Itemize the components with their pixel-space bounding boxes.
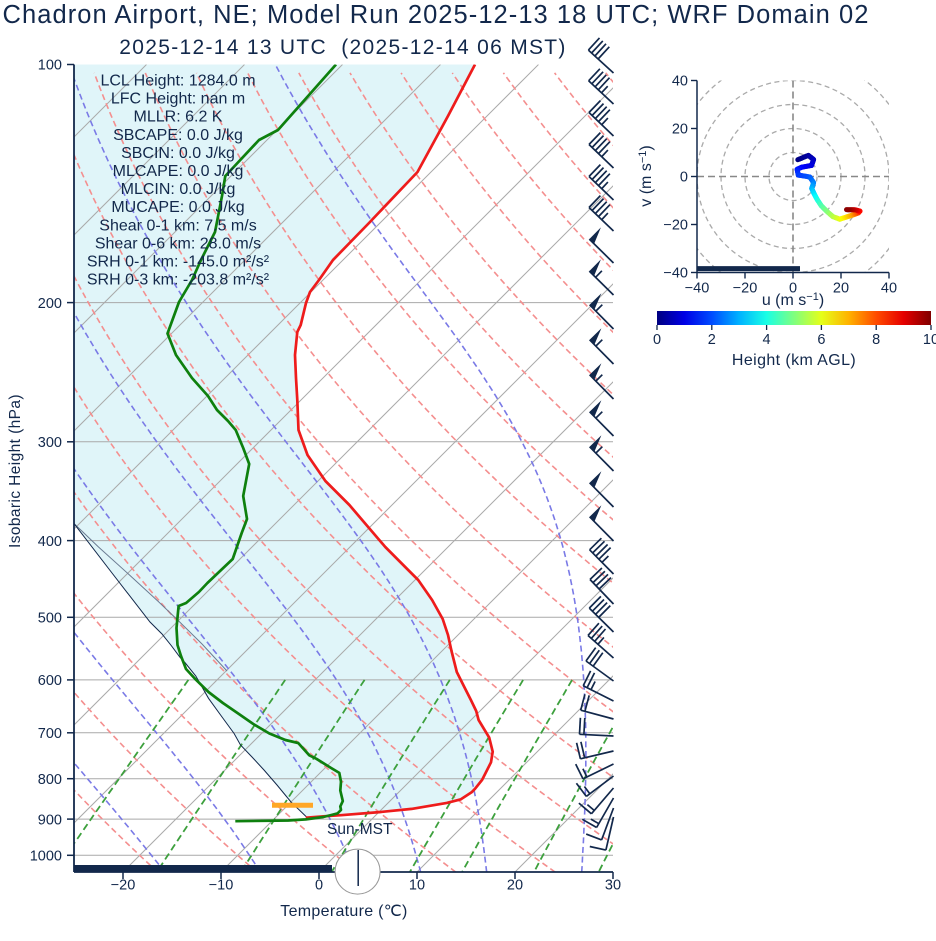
svg-text:8: 8 bbox=[872, 332, 880, 348]
svg-text:LCL Height: 1284.0 m: LCL Height: 1284.0 m bbox=[100, 73, 255, 90]
svg-text:0: 0 bbox=[653, 332, 661, 348]
svg-text:300: 300 bbox=[38, 435, 62, 451]
svg-text:SBCIN: 0.0 J/kg: SBCIN: 0.0 J/kg bbox=[121, 145, 235, 162]
svg-text:Isobaric Height (hPa): Isobaric Height (hPa) bbox=[7, 394, 24, 548]
svg-text:−20: −20 bbox=[111, 877, 136, 893]
svg-text:−10: −10 bbox=[209, 877, 234, 893]
svg-text:20: 20 bbox=[833, 281, 849, 297]
svg-text:MLLR: 6.2 K: MLLR: 6.2 K bbox=[134, 109, 223, 126]
svg-text:−40: −40 bbox=[663, 266, 688, 282]
svg-text:2: 2 bbox=[708, 332, 716, 348]
svg-text:900: 900 bbox=[38, 812, 62, 828]
svg-text:0: 0 bbox=[680, 170, 688, 186]
svg-text:500: 500 bbox=[38, 611, 62, 627]
svg-text:MLCAPE: 0.0 J/kg: MLCAPE: 0.0 J/kg bbox=[113, 163, 244, 180]
svg-text:30: 30 bbox=[605, 877, 621, 893]
svg-text:1000: 1000 bbox=[30, 849, 62, 865]
svg-text:−20: −20 bbox=[733, 281, 758, 297]
svg-text:Chadron Airport, NE; Model Run: Chadron Airport, NE; Model Run 2025-12-1… bbox=[3, 1, 870, 29]
svg-text:800: 800 bbox=[38, 772, 62, 788]
svg-text:Sun-MST: Sun-MST bbox=[327, 821, 393, 838]
svg-text:2025-12-14 13 UTC (2025-12-14: 2025-12-14 13 UTC (2025-12-14 06 MST) bbox=[119, 36, 566, 59]
svg-text:40: 40 bbox=[881, 281, 897, 297]
svg-text:MLCIN: 0.0 J/kg: MLCIN: 0.0 J/kg bbox=[121, 181, 236, 198]
svg-text:Temperature (℃): Temperature (℃) bbox=[280, 903, 407, 920]
svg-text:LFC Height: nan m: LFC Height: nan m bbox=[111, 91, 245, 108]
svg-text:600: 600 bbox=[38, 673, 62, 689]
svg-text:SRH 0-1 km: -145.0 m²/s²: SRH 0-1 km: -145.0 m²/s² bbox=[87, 254, 270, 271]
svg-text:SBCAPE: 0.0 J/kg: SBCAPE: 0.0 J/kg bbox=[113, 127, 243, 144]
svg-text:400: 400 bbox=[38, 534, 62, 550]
svg-text:4: 4 bbox=[763, 332, 771, 348]
svg-text:Shear 0-1 km: 7.5 m/s: Shear 0-1 km: 7.5 m/s bbox=[99, 217, 256, 234]
svg-text:10: 10 bbox=[923, 332, 936, 348]
svg-text:6: 6 bbox=[817, 332, 825, 348]
svg-text:700: 700 bbox=[38, 726, 62, 742]
svg-text:MUCAPE: 0.0 J/kg: MUCAPE: 0.0 J/kg bbox=[111, 199, 244, 216]
svg-text:−20: −20 bbox=[663, 218, 688, 234]
svg-text:Shear 0-6 km: 28.0 m/s: Shear 0-6 km: 28.0 m/s bbox=[95, 235, 261, 252]
svg-text:100: 100 bbox=[38, 58, 62, 74]
svg-text:0: 0 bbox=[315, 877, 323, 893]
svg-text:20: 20 bbox=[507, 877, 523, 893]
svg-text:200: 200 bbox=[38, 296, 62, 312]
svg-text:SRH 0-3 km: -203.8 m²/s²: SRH 0-3 km: -203.8 m²/s² bbox=[87, 272, 270, 289]
svg-text:40: 40 bbox=[672, 74, 688, 90]
svg-text:20: 20 bbox=[672, 122, 688, 138]
svg-text:−40: −40 bbox=[685, 281, 710, 297]
svg-text:10: 10 bbox=[409, 877, 425, 893]
svg-text:Height (km AGL): Height (km AGL) bbox=[732, 352, 856, 369]
